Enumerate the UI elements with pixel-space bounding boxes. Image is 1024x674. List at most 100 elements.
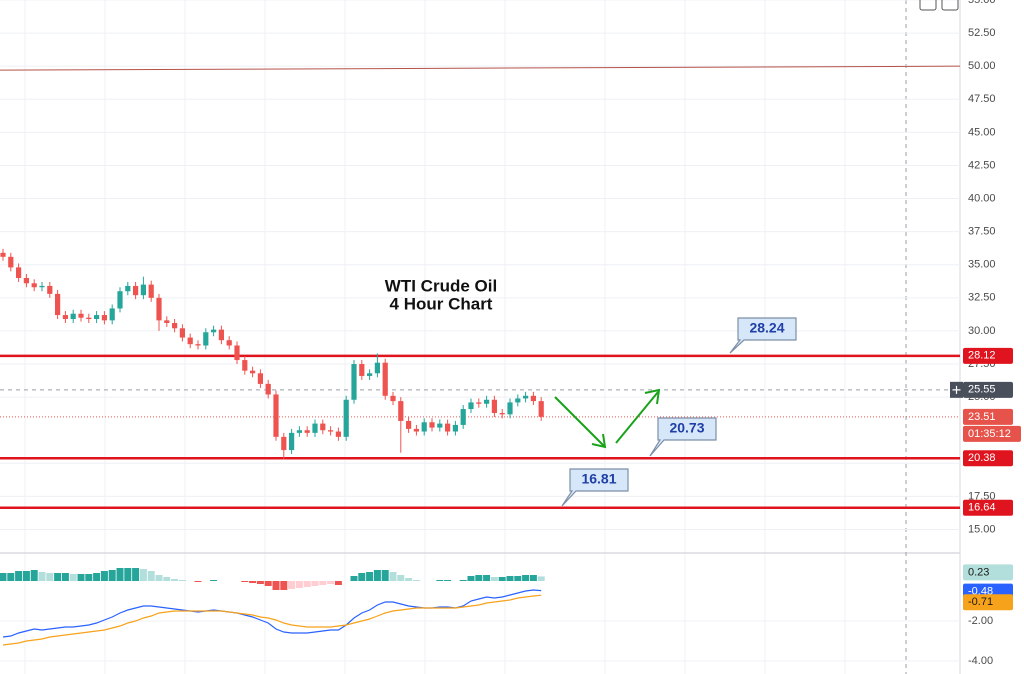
- candle-body: [484, 399, 490, 404]
- macd-histogram-bar: [522, 575, 530, 581]
- candle-body: [70, 313, 76, 320]
- crosshair-price-tag: 25.55: [968, 384, 996, 396]
- level-tag-bg: [963, 499, 1013, 516]
- candle-body: [187, 337, 193, 345]
- y-tick-label: 55.00: [968, 0, 996, 6]
- candle-body: [195, 344, 201, 346]
- macd-histogram-bar: [334, 581, 342, 585]
- candle-body: [31, 283, 37, 288]
- candle-body: [148, 284, 154, 298]
- candle-body: [406, 420, 412, 429]
- candle-body: [101, 315, 107, 321]
- macd-histogram-bar: [22, 571, 30, 581]
- candle-body: [421, 422, 427, 432]
- candle-body: [367, 373, 373, 376]
- macd-histogram-bar: [280, 581, 288, 590]
- macd-histogram-bar: [436, 580, 444, 581]
- macd-histogram-bar: [93, 573, 101, 581]
- last-price-tag: 23.51: [968, 411, 996, 423]
- macd-histogram-bar: [38, 572, 46, 581]
- candle-body: [491, 399, 497, 414]
- countdown-tag-bg: [963, 425, 1021, 442]
- macd-histogram-bar: [194, 581, 202, 582]
- macd-histogram-bar: [498, 577, 506, 581]
- macd-histogram-bar: [241, 581, 249, 582]
- macd-histogram-bar: [529, 575, 537, 581]
- macd-signal-tag-bg: [963, 594, 1013, 611]
- y-tick-label: 35.00: [968, 259, 996, 271]
- macd-histogram-bar: [381, 570, 389, 581]
- macd-histogram-bar: [54, 573, 62, 581]
- macd-histogram-bar: [178, 580, 186, 581]
- macd-histogram-bar: [46, 573, 54, 581]
- callout-box: [649, 417, 717, 457]
- toolbar-icons: [919, 0, 959, 11]
- level-tag-bg: [963, 450, 1013, 467]
- macd-histogram-bar: [85, 574, 93, 581]
- macd-histogram-bar: [490, 577, 498, 581]
- y-tick-label: 52.50: [968, 27, 996, 39]
- candle-body: [437, 423, 443, 428]
- candle-body: [86, 317, 92, 320]
- macd-histogram-bar: [405, 578, 413, 581]
- callout-label: 20.73: [669, 420, 704, 436]
- candle-body: [413, 428, 419, 432]
- candle-body: [538, 401, 544, 417]
- forecast-arrows: [554, 388, 661, 449]
- macd-histogram-bar: [30, 570, 38, 581]
- macd-histogram-bar: [483, 575, 491, 581]
- callout-box: [561, 468, 629, 507]
- y-tick-label: 32.50: [968, 292, 996, 304]
- candle-body: [47, 285, 53, 294]
- y-tick-label: -4.00: [968, 655, 993, 667]
- candle-body: [109, 308, 115, 321]
- macd-histogram-bar: [303, 581, 311, 587]
- chart-subtitle: 4 Hour Chart: [390, 294, 493, 313]
- macd-histogram-bar: [459, 580, 467, 581]
- macd-histogram-bar: [155, 575, 163, 581]
- candle-body: [125, 285, 131, 292]
- candle-body: [226, 340, 232, 346]
- candle-body: [351, 364, 357, 400]
- y-tick-label: 42.50: [968, 159, 996, 171]
- y-tick-label: 50.00: [968, 60, 996, 72]
- macd-histogram-bar: [147, 571, 155, 581]
- macd-histogram-bar: [100, 571, 108, 581]
- macd-histogram-bar: [444, 580, 452, 581]
- callout-box: [729, 317, 797, 354]
- macd-histogram-bar: [15, 571, 23, 581]
- candle-body: [23, 277, 29, 284]
- macd-histogram-bar: [389, 572, 397, 581]
- macd-histogram-bar: [373, 570, 381, 581]
- candle-body: [343, 399, 349, 437]
- macd-histogram-bar: [506, 576, 514, 581]
- macd-histogram-bar: [7, 573, 15, 581]
- callout-label: 16.81: [581, 471, 616, 487]
- candle-body: [468, 402, 474, 410]
- candle-body: [94, 315, 100, 320]
- candle-body: [78, 313, 84, 318]
- candle-body: [328, 430, 334, 432]
- candle-body: [507, 402, 513, 415]
- candle-body: [218, 329, 224, 341]
- y-tick-label: 37.50: [968, 226, 996, 238]
- macd-histogram-tag: 0.23: [968, 566, 989, 578]
- macd-histogram-bar: [537, 576, 545, 581]
- macd-histogram-bar: [69, 574, 77, 581]
- macd-signal-line: [2, 594, 542, 646]
- crosshair-price-tag-bg: [963, 381, 1013, 398]
- candle-body: [8, 256, 14, 268]
- candle-body: [382, 362, 388, 396]
- macd-histogram-bar: [350, 576, 358, 581]
- candle-body: [156, 297, 162, 321]
- candle-body: [273, 394, 279, 437]
- macd-histogram-bar: [108, 570, 116, 581]
- candle-body: [452, 424, 458, 432]
- candle-body: [460, 409, 466, 425]
- candle-body: [179, 328, 185, 338]
- candle-body: [530, 395, 536, 402]
- candle-body: [390, 395, 396, 402]
- level-tag-bg: [963, 347, 1013, 364]
- y-tick-label: 30.00: [968, 325, 996, 337]
